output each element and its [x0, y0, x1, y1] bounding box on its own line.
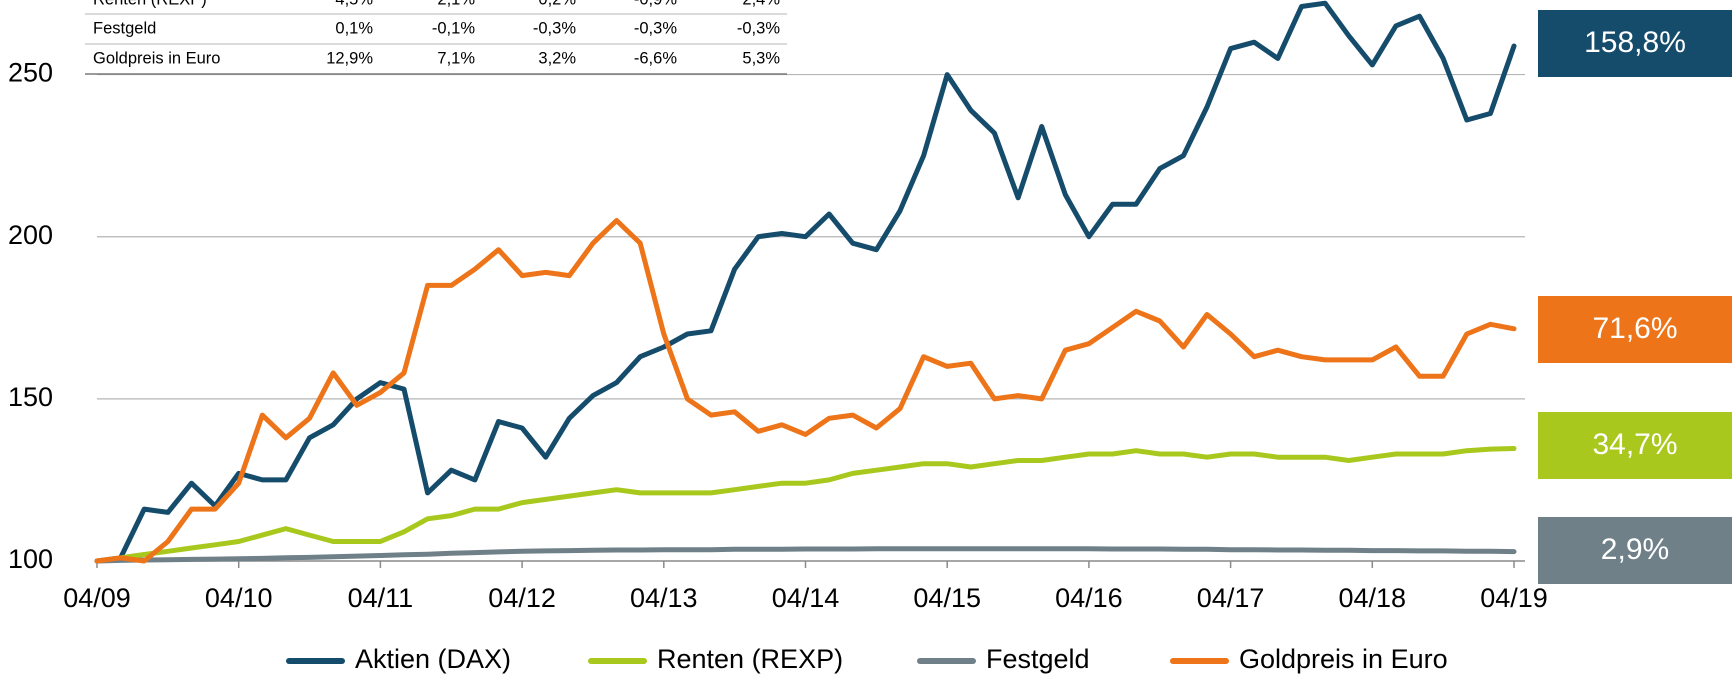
table-cell: -0,3%	[533, 19, 576, 37]
x-tick-label: 04/15	[913, 583, 981, 613]
end-label-box	[1538, 296, 1732, 363]
table-cell: -0,3%	[737, 19, 780, 37]
legend-label: Renten (REXP)	[657, 644, 843, 674]
table-cell: -0,9%	[634, 0, 677, 8]
table-cell: 2,1%	[437, 0, 475, 8]
series-line	[94, 546, 1517, 564]
table-cell: -6,6%	[634, 49, 677, 67]
table-row-bg	[85, 0, 787, 14]
table-cell: 2,4%	[742, 0, 780, 8]
y-tick-label: 150	[8, 382, 53, 412]
x-tick-label: 04/09	[63, 583, 131, 613]
y-tick-label: 100	[8, 544, 53, 574]
end-label: 34,7%	[1592, 428, 1677, 461]
table-cell: 12,9%	[326, 49, 373, 67]
plot-lines	[94, 0, 1517, 564]
y-tick-label: 200	[8, 220, 53, 250]
table-cell: 4,5%	[335, 0, 373, 8]
table-row-bg	[85, 45, 787, 73]
x-tick-label: 04/12	[488, 583, 556, 613]
table-row-bg	[85, 15, 787, 43]
end-label-box	[1538, 517, 1732, 584]
end-label: 2,9%	[1601, 533, 1669, 566]
table-cell: 0,1%	[335, 19, 373, 37]
x-tick-label: 04/14	[772, 583, 840, 613]
grid: 100 150 200 250 04/09 04/10 04/11 04/12 04/13 04/…	[8, 58, 1548, 613]
table-cell: -0,3%	[634, 19, 677, 37]
table-cell: 3,2%	[538, 49, 576, 67]
table-row-label: Renten (REXP)	[93, 0, 207, 8]
legend: Aktien (DAX) Renten (REXP) Festgeld Goldpre…	[286, 644, 1448, 674]
x-tick-label: 04/18	[1339, 583, 1407, 613]
x-tick-label: 04/11	[348, 583, 414, 613]
x-tick-label: 04/17	[1197, 583, 1265, 613]
series-line	[94, 218, 1517, 564]
table: Renten (REXP) 4,5% 2,1% 0,2% -0,9% 2,4% Festge…	[85, 0, 787, 75]
end-labels: 158,8% 34,7% 2,9% 71,6%	[1538, 10, 1732, 584]
table-cell: -0,1%	[432, 19, 475, 37]
y-tick-label: 250	[8, 58, 53, 88]
x-tick-label: 04/16	[1055, 583, 1123, 613]
table-cell: 0,2%	[538, 0, 576, 8]
x-tick-label: 04/13	[630, 583, 698, 613]
legend-label: Goldpreis in Euro	[1239, 644, 1448, 674]
table-row-label: Festgeld	[93, 19, 156, 37]
x-tick-label: 04/19	[1480, 583, 1548, 613]
series-line	[94, 446, 1517, 564]
series-line	[94, 0, 1517, 564]
end-label: 71,6%	[1592, 312, 1677, 345]
legend-label: Aktien (DAX)	[355, 644, 511, 674]
x-tick-label: 04/10	[205, 583, 273, 613]
end-label: 158,8%	[1584, 26, 1686, 59]
end-label-box	[1538, 10, 1732, 77]
table-cell: 5,3%	[742, 49, 780, 67]
end-label-box	[1538, 412, 1732, 479]
table-cell: 7,1%	[437, 49, 475, 67]
legend-label: Festgeld	[986, 644, 1090, 674]
table-row-label: Goldpreis in Euro	[93, 49, 220, 67]
